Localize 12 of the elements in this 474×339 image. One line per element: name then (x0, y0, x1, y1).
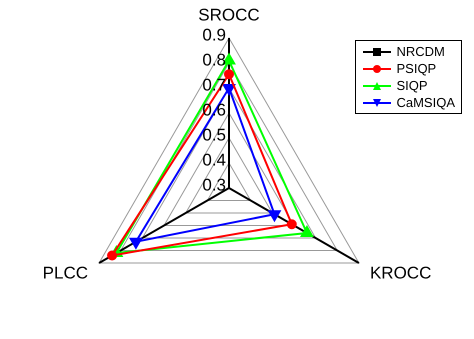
spoke-label: SROCC (198, 6, 260, 25)
y-tick-label: 0.8 (202, 50, 226, 70)
legend-label: SIQP (396, 78, 428, 93)
spoke-label: PLCC (42, 264, 88, 283)
y-tick-label: 0.5 (202, 126, 226, 145)
legend-label: NRCDM (396, 44, 445, 59)
legend-label: PSIQP (396, 61, 436, 76)
spoke-label: KROCC (370, 264, 432, 283)
legend-label: CaMSIQA (396, 95, 455, 110)
y-tick-label: 0.9 (202, 26, 226, 45)
y-tick-label: 0.4 (202, 150, 226, 170)
y-tick-label: 0.3 (202, 176, 226, 195)
